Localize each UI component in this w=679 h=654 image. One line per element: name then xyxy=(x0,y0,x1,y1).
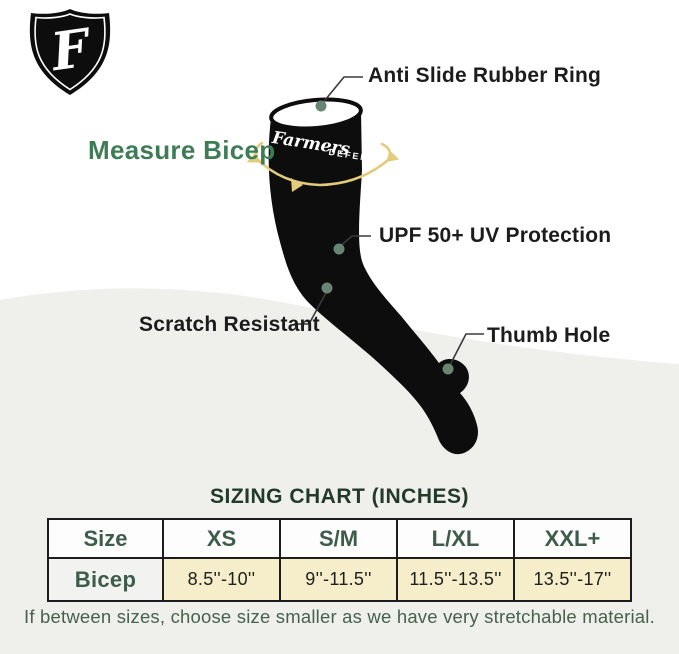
callout-measure-bicep: Measure Bicep xyxy=(88,135,276,165)
sizing-note: If between sizes, choose size smaller as… xyxy=(24,606,655,627)
column-header-size: Size xyxy=(47,518,164,559)
callout-thumb: Thumb Hole xyxy=(487,324,611,347)
measure-arrowheads xyxy=(246,150,400,192)
sizing-data-row: Bicep 8.5''-10'' 9''-11.5'' 11.5''-13.5'… xyxy=(47,557,632,602)
anti-slide-dot xyxy=(315,100,327,112)
callout-dots xyxy=(315,100,454,375)
bicep-value-lxl: 11.5''-13.5'' xyxy=(396,557,515,602)
row-label-bicep: Bicep xyxy=(47,557,164,602)
upf-dot xyxy=(333,243,345,255)
column-header-xxl: XXL+ xyxy=(513,518,632,559)
bicep-value-sm: 9''-11.5'' xyxy=(279,557,398,602)
column-header-sm: S/M xyxy=(279,518,398,559)
column-header-lxl: L/XL xyxy=(396,518,515,559)
anti-slide-line xyxy=(320,76,363,106)
sizing-header-row: Size XS S/M L/XL XXL+ xyxy=(47,518,632,559)
sizing-chart-table: Size XS S/M L/XL XXL+ Bicep 8.5''-10'' 9… xyxy=(47,518,632,602)
callout-upf: UPF 50+ UV Protection xyxy=(379,224,612,247)
measure-arrow-front xyxy=(254,156,390,187)
thumb-dot xyxy=(442,363,454,375)
callout-scratch: Scratch Resistant xyxy=(139,313,320,336)
shield-inner-border xyxy=(34,13,106,91)
brand-logo: F xyxy=(29,9,111,95)
column-header-xs: XS xyxy=(162,518,281,559)
callout-lines xyxy=(294,76,484,368)
bicep-value-xxl: 13.5''-17'' xyxy=(513,557,632,602)
bicep-value-xs: 8.5''-10'' xyxy=(162,557,281,602)
upf-line xyxy=(338,235,371,248)
scratch-line xyxy=(294,290,328,325)
scratch-dot xyxy=(321,282,333,294)
thumb-line xyxy=(448,333,484,368)
sleeve-opening xyxy=(269,97,363,131)
callout-anti-slide: Anti Slide Rubber Ring xyxy=(368,64,602,87)
arm-sleeve xyxy=(268,110,478,455)
sizing-chart-title: SIZING CHART (INCHES) xyxy=(210,485,469,508)
